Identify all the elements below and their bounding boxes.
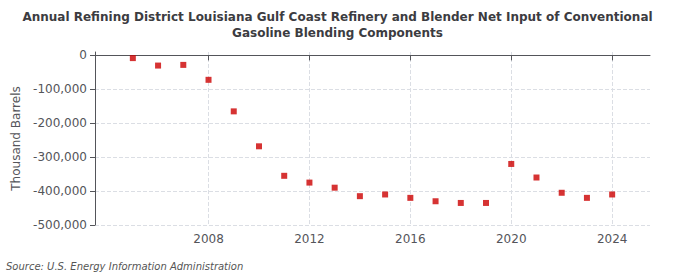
svg-text:Source: U.S. Energy Informatio: Source: U.S. Energy Information Administ…	[6, 261, 243, 272]
svg-text:-300,000: -300,000	[33, 150, 87, 164]
svg-text:2008: 2008	[193, 232, 224, 246]
svg-text:2016: 2016	[395, 232, 426, 246]
svg-text:Annual Refining District Louis: Annual Refining District Louisiana Gulf …	[22, 10, 652, 24]
svg-text:-500,000: -500,000	[33, 218, 87, 232]
svg-text:-400,000: -400,000	[33, 184, 87, 198]
svg-text:0: 0	[79, 48, 87, 62]
svg-text:Gasoline Blending Components: Gasoline Blending Components	[232, 26, 443, 40]
svg-text:-100,000: -100,000	[33, 82, 87, 96]
svg-text:2024: 2024	[597, 232, 628, 246]
svg-text:-200,000: -200,000	[33, 116, 87, 130]
svg-text:2012: 2012	[294, 232, 325, 246]
svg-text:Thousand Barrels: Thousand Barrels	[9, 86, 23, 191]
svg-text:2020: 2020	[496, 232, 527, 246]
